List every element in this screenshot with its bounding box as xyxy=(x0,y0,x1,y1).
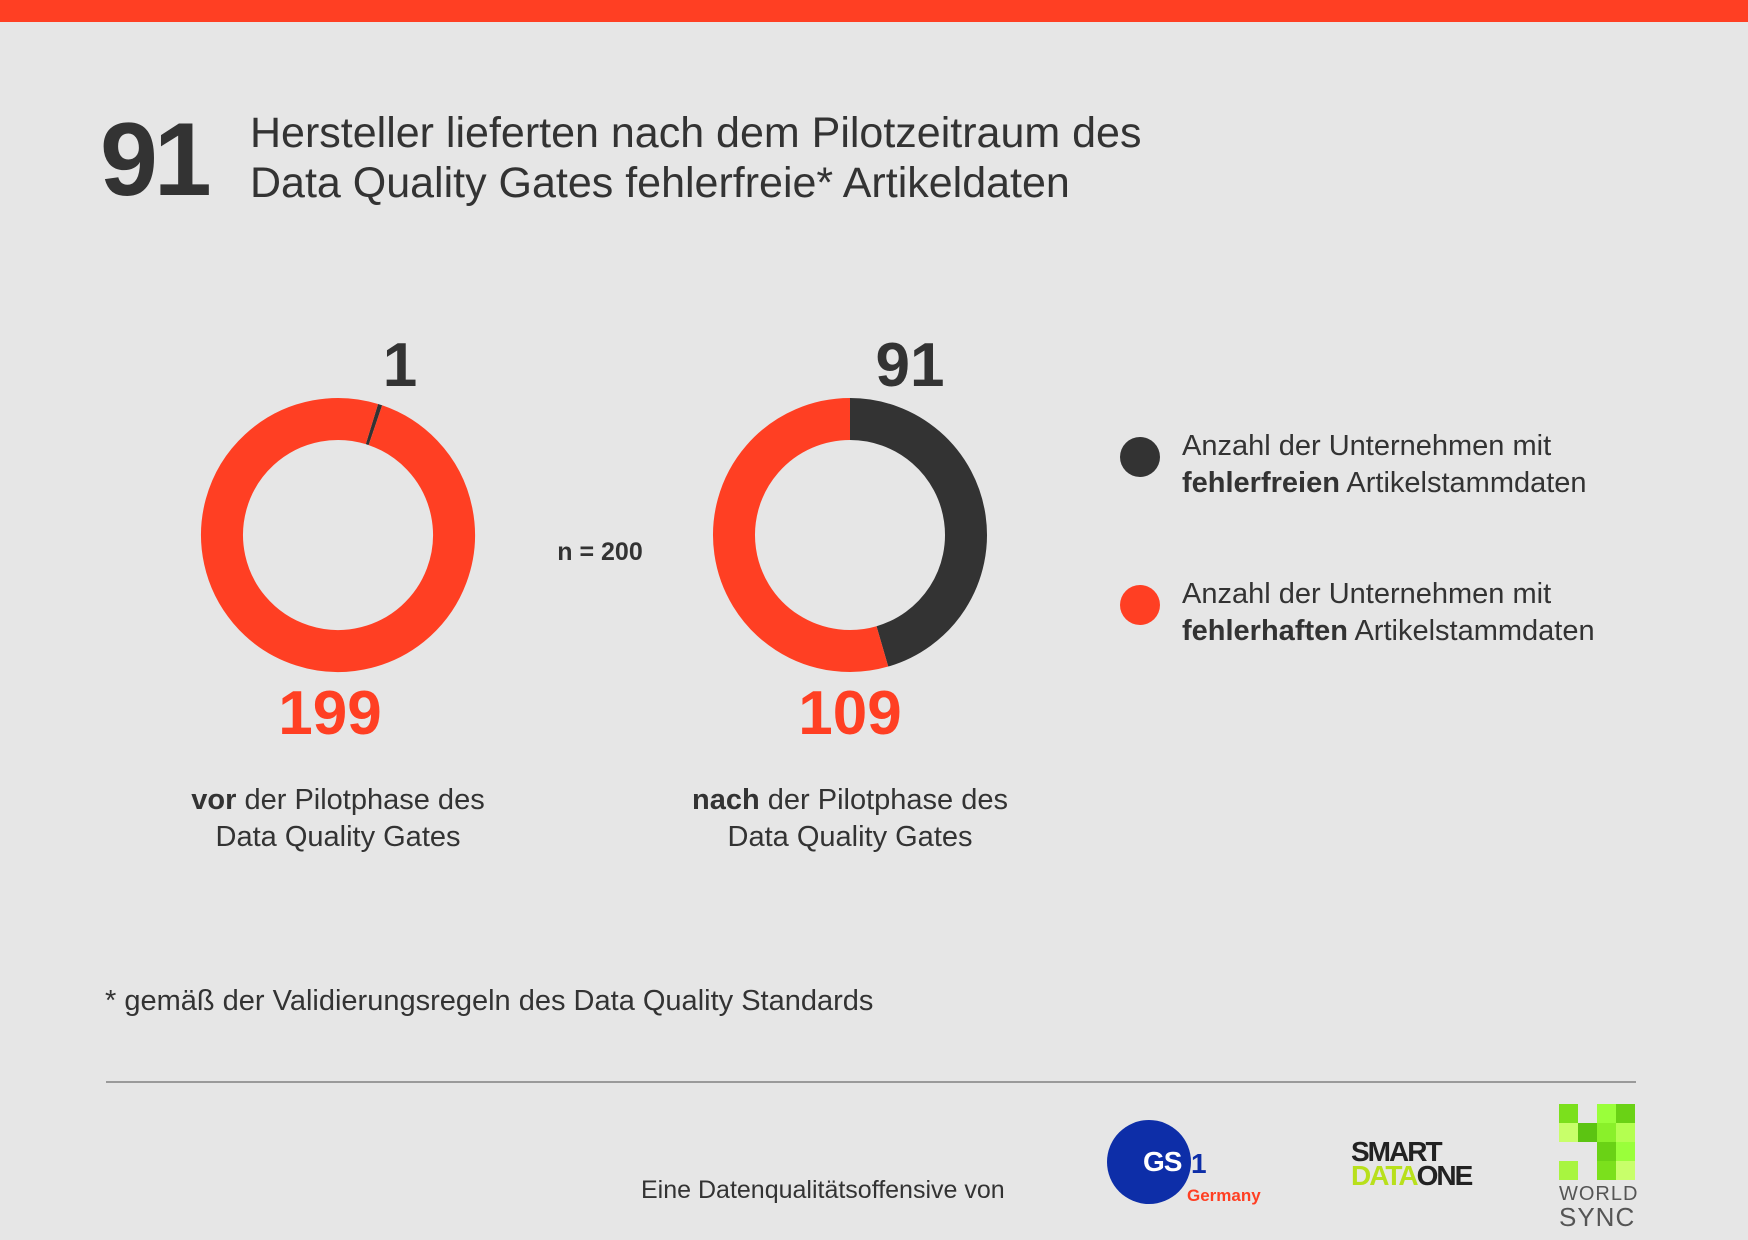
value-label-before-ok: 1 xyxy=(382,331,418,400)
caption-before: vor der Pilotphase des Data Quality Gate… xyxy=(108,782,568,856)
legend-error-line1: Anzahl der Unternehmen mit xyxy=(1182,578,1552,610)
smartdataone-logo: SMART DATAONE xyxy=(1351,1138,1491,1198)
caption-before-rest: der Pilotphase des xyxy=(236,784,485,816)
caption-before-bold: vor xyxy=(191,784,237,816)
footer-divider xyxy=(106,1081,1636,1083)
caption-before-line2: Data Quality Gates xyxy=(215,821,461,853)
legend-ok-bold: fehlerfreien xyxy=(1182,467,1340,499)
sample-size-label: n = 200 xyxy=(557,538,643,566)
headline-text: Hersteller lieferten nach dem Pilotzeitr… xyxy=(250,108,1350,208)
donut-slice-fehlerhaft xyxy=(201,398,475,672)
smartdataone-data: DATA xyxy=(1351,1160,1419,1191)
donut-slice-fehlerfrei xyxy=(849,398,987,667)
donut-chart-after xyxy=(713,398,987,672)
caption-after-bold: nach xyxy=(692,784,760,816)
gs1-logo-germany: Germany xyxy=(1187,1186,1261,1205)
worldsync-line2: SYNC xyxy=(1559,1202,1636,1232)
worldsync-text: WORLD SYNC xyxy=(1559,1184,1638,1230)
smartdataone-line2: DATAONE xyxy=(1351,1160,1474,1191)
value-label-after-error: 109 xyxy=(798,679,902,748)
headline-line-2: Data Quality Gates fehlerfreie* Artikeld… xyxy=(250,159,1070,207)
value-label-before-error: 199 xyxy=(278,679,382,748)
donut-slice-fehlerhaft xyxy=(713,398,889,672)
worldsync-logo: WORLD SYNC xyxy=(1559,1104,1649,1230)
value-label-after-ok: 91 xyxy=(875,331,945,400)
footer-text: Eine Datenqualitätsoffensive von xyxy=(641,1176,1005,1204)
donut-chart-before xyxy=(201,398,475,672)
gs1-logo-one: 1 xyxy=(1191,1148,1207,1179)
headline-number: 91 xyxy=(100,102,212,218)
smartdataone-line1: SMART xyxy=(1351,1136,1443,1167)
gs1-logo-mark: GS xyxy=(1143,1146,1182,1177)
legend-ok-line1: Anzahl der Unternehmen mit xyxy=(1182,430,1552,462)
legend-dot-error xyxy=(1120,585,1160,625)
donut-slice-fehlerfrei xyxy=(365,403,383,446)
worldsync-line1: WORLD xyxy=(1559,1183,1639,1205)
legend-error-rest: Artikelstammdaten xyxy=(1347,615,1595,647)
legend-text-ok: Anzahl der Unternehmen mit fehlerfreien … xyxy=(1182,428,1722,502)
legend-text-error: Anzahl der Unternehmen mit fehlerhaften … xyxy=(1182,576,1722,650)
footnote: * gemäß der Validierungsregeln des Data … xyxy=(105,985,874,1017)
caption-after: nach der Pilotphase des Data Quality Gat… xyxy=(620,782,1080,856)
smartdataone-one: ONE xyxy=(1416,1160,1474,1191)
caption-after-line2: Data Quality Gates xyxy=(727,821,973,853)
legend-ok-rest: Artikelstammdaten xyxy=(1339,467,1587,499)
top-accent-bar xyxy=(0,0,1748,22)
gs1-germany-logo: GS 1 Germany xyxy=(1107,1120,1267,1210)
headline-line-1: Hersteller lieferten nach dem Pilotzeitr… xyxy=(250,109,1142,157)
caption-after-rest: der Pilotphase des xyxy=(759,784,1008,816)
legend-error-bold: fehlerhaften xyxy=(1182,615,1348,647)
gs1-circle-icon xyxy=(1107,1120,1191,1204)
worldsync-grid-icon xyxy=(1559,1104,1635,1180)
legend-dot-ok xyxy=(1120,437,1160,477)
